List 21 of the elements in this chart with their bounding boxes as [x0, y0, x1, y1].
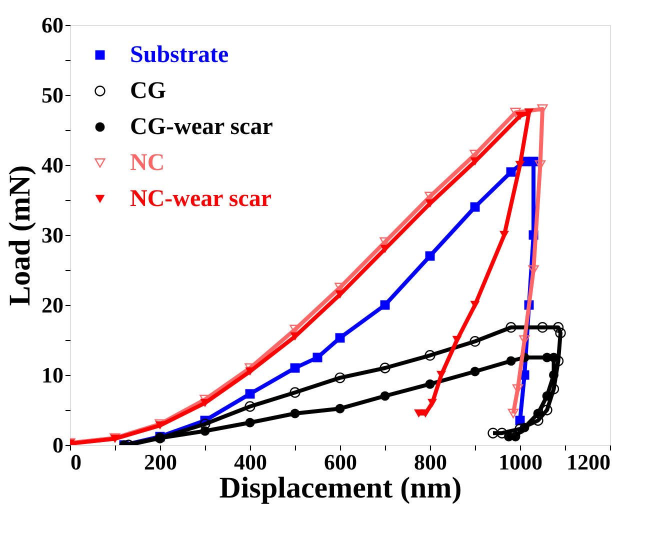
legend-label: NC-wear scar: [130, 186, 272, 212]
x-tick-label: 400: [234, 450, 267, 474]
y-tick-label: 40: [42, 152, 64, 178]
y-tick-label: 30: [42, 222, 64, 248]
x-tick-label: 0: [70, 450, 82, 474]
y-axis-title: Load (mN): [4, 165, 36, 306]
x-tick-label: 1000: [498, 450, 542, 474]
x-tick-label: 600: [324, 450, 357, 474]
x-tick-label: 1200: [566, 450, 610, 474]
y-tick-label: 60: [42, 12, 64, 38]
legend-label: CG: [130, 78, 166, 104]
y-tick-label: 50: [42, 82, 64, 108]
x-tick-label: 800: [414, 450, 447, 474]
legend-label: NC: [130, 150, 165, 176]
legend-label: CG-wear scar: [130, 114, 274, 140]
y-tick-label: 10: [42, 362, 64, 388]
legend-label: Substrate: [130, 42, 230, 68]
y-tick-label: 20: [42, 292, 64, 318]
x-axis-title: Displacement (nm): [219, 472, 462, 504]
x-tick-label: 200: [144, 450, 177, 474]
y-tick-label: 0: [52, 432, 64, 458]
